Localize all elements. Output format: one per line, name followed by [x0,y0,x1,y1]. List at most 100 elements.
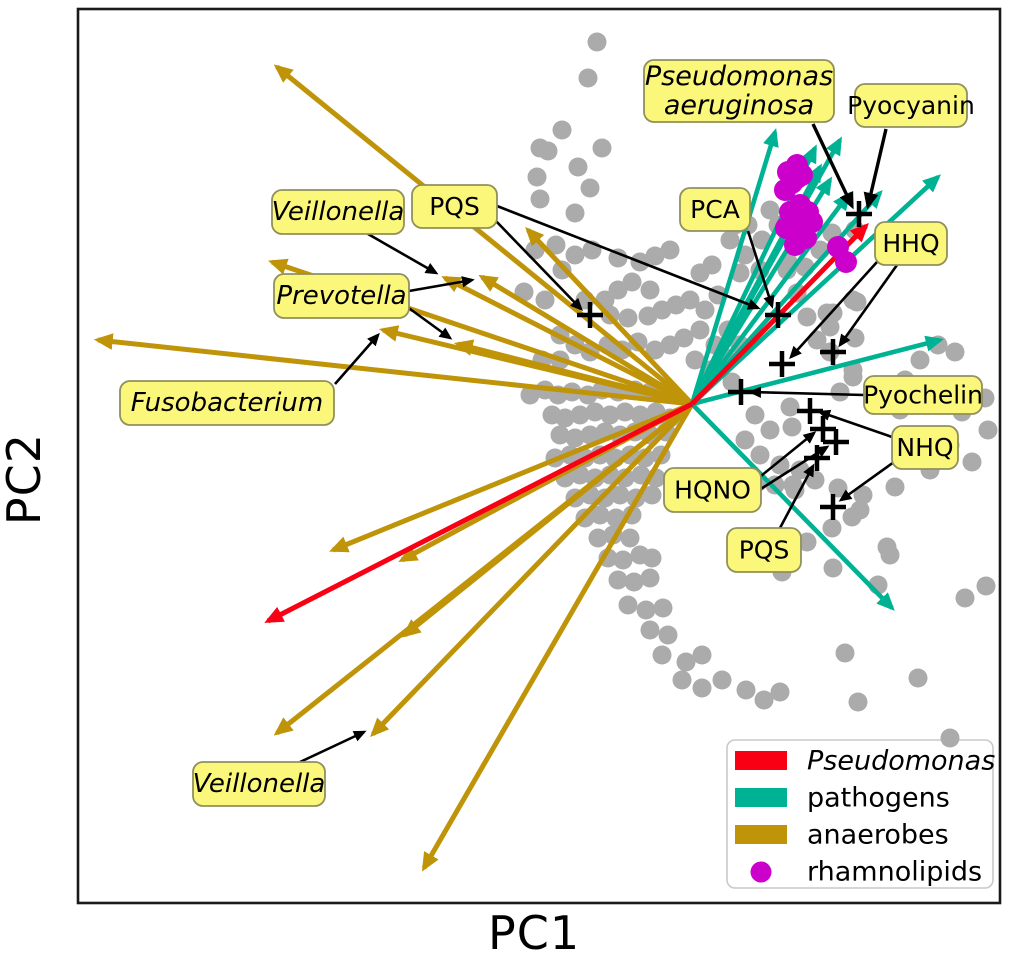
sample-point [760,200,780,220]
callout-line-pqs-top [494,219,583,312]
sample-point [692,645,712,665]
sample-point [735,430,755,450]
sample-point [635,448,655,468]
sample-point [555,408,575,428]
sample-point [760,420,780,440]
sample-point [630,405,650,425]
sample-point [538,141,558,161]
label-veillonella-bottom: Veillonella [192,761,326,807]
legend-label-anaerobes: anaerobes [807,820,949,851]
plus-marker [823,429,849,455]
callout-line-veillonella-bottom [299,730,367,764]
label-text-pca: PCA [690,195,740,224]
sample-point [565,245,585,265]
sample-point [695,300,715,320]
y-axis-label: PC2 [0,432,52,526]
sample-point [640,568,660,588]
label-box-veillonella-top [271,189,405,235]
sample-point [978,420,998,440]
sample-point [608,248,628,268]
sample-point [527,167,547,187]
legend-swatch-pseudomonas [735,751,787,770]
sample-point [782,417,802,437]
sample-point [618,595,638,615]
sample-point [658,625,678,645]
pseudomonas-arrow [264,401,694,624]
label-text-pqs-bottom: PQS [739,536,790,565]
rhamnolipid-point [786,167,808,189]
pathogens-arrow [690,174,941,406]
sample-point [853,485,873,505]
sample-point [552,120,572,140]
sample-point [750,445,770,465]
label-text-veillonella-bottom: Veillonella [193,769,326,799]
legend-box [726,739,994,889]
callout-line-pyocyanin [863,128,888,210]
rhamnolipid-point [835,251,857,273]
callout-line-hqno [755,445,830,494]
label-pyochelin: Pyochelin [863,375,983,415]
callout-line-hhq [789,261,878,360]
sample-point [830,382,850,402]
sample-point [835,643,855,663]
sample-point [770,682,790,702]
callout-line-nhq [838,460,895,502]
sample-point [680,290,700,310]
sample-point [685,350,705,370]
sample-point [613,550,633,570]
sample-point [660,335,680,355]
legend-swatch-anaerobes [735,825,787,844]
anaerobes-arrow [329,401,693,553]
sample-point [580,178,600,198]
anaerobes-arrow [525,226,694,406]
sample-point [822,518,842,538]
sample-point [847,292,867,312]
plus-marker [769,351,795,377]
sample-point [645,340,665,360]
pathogens-arrow [689,128,779,405]
label-hqno: HQNO [663,467,762,513]
legend-swatch-pathogens [735,788,787,807]
sample-point [885,477,905,497]
label-text-pseudomonas-aeruginosa: Pseudomonas [645,61,833,92]
label-pca: PCA [679,187,751,232]
sample-point [535,290,555,310]
sample-point [608,280,628,300]
plus-marker [577,302,603,328]
sample-point [642,485,662,505]
sample-point [578,68,598,88]
label-box-pyocyanin [854,83,968,128]
sample-point [797,307,817,327]
sample-point [615,402,635,422]
sample-point [660,240,680,260]
label-text-veillonella-top: Veillonella [272,197,405,227]
sample-point [745,405,765,425]
x-axis-label: PC1 [488,906,581,957]
anaerobes-arrow [273,64,694,406]
label-box-pyochelin [863,375,983,415]
plus-marker [846,201,872,227]
sample-point [692,678,712,698]
sample-point [823,558,843,578]
sample-point [780,397,800,417]
label-box-hhq [874,221,948,266]
label-box-pca [679,187,751,232]
anaerobes-arrow [421,402,695,872]
sample-point [620,528,640,548]
anaerobes-arrows [93,64,695,872]
sample-point [590,505,610,525]
label-prevotella: Prevotella [273,273,410,319]
sample-point [880,545,900,565]
label-text-fusobacterium: Fusobacterium [131,388,323,418]
label-pqs-bottom: PQS [726,527,802,573]
sample-point [585,402,605,422]
sample-point [520,385,540,405]
callout-line-hqno [755,431,817,482]
label-text-prevotella: Prevotella [276,281,406,311]
sample-point [940,728,960,748]
sample-point [722,372,742,392]
label-pyocyanin: Pyocyanin [847,83,975,128]
